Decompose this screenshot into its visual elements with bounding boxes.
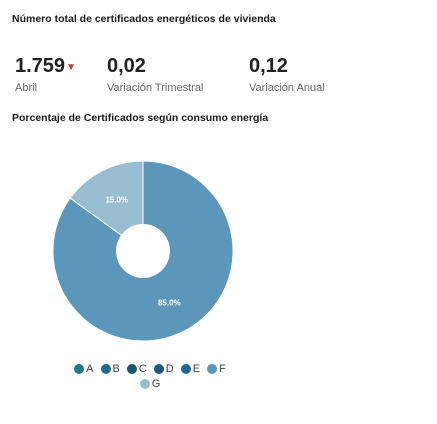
legend-item-c[interactable]: C — [126, 362, 147, 375]
pie-chart-title: Porcentaje de Certificados según consumo… — [12, 112, 269, 124]
kpi-label: Variación Anual — [249, 82, 325, 94]
donut-hole — [116, 224, 170, 278]
legend-label: B — [112, 362, 120, 375]
legend-swatch — [74, 363, 85, 374]
legend-label: C — [138, 362, 147, 375]
legend-item-a[interactable]: A — [74, 362, 94, 375]
kpi-label: Variación Trimestral — [107, 82, 204, 94]
legend-label: G — [151, 377, 161, 390]
legend-item-d[interactable]: D — [153, 362, 174, 375]
kpi-variacion-anual: 0,12 Variación Anual — [249, 55, 325, 95]
legend-item-g[interactable]: G — [139, 377, 161, 390]
legend-swatch — [100, 363, 111, 374]
chart-legend: A B C D E F G — [40, 361, 260, 391]
kpi-value-text: 1.759 — [15, 55, 66, 77]
legend-swatch — [139, 378, 150, 389]
legend-label: A — [86, 362, 94, 375]
kpi-variacion-trimestral: 0,02 Variación Trimestral — [107, 55, 203, 95]
slice-data-label: 85.0% — [158, 299, 181, 308]
kpi-value: 0,02 — [107, 55, 146, 77]
chart-title: Número total de certificados energéticos… — [12, 13, 276, 25]
kpi-value: 1.759▼ — [15, 55, 76, 77]
legend-item-e[interactable]: E — [180, 362, 201, 375]
kpi-abril: 1.759▼ Abril — [15, 55, 76, 95]
legend-swatch — [207, 363, 218, 374]
legend-row: G — [40, 376, 260, 391]
legend-label: E — [192, 362, 201, 375]
legend-row: A B C D E F — [40, 361, 260, 376]
donut-chart: 15.0% 85.0% — [52, 160, 234, 342]
down-caret-icon: ▼ — [66, 62, 76, 73]
slice-data-label: 15.0% — [105, 195, 128, 204]
legend-item-b[interactable]: B — [100, 362, 120, 375]
legend-swatch — [126, 363, 137, 374]
legend-label: D — [165, 362, 174, 375]
legend-item-f[interactable]: F — [207, 363, 226, 375]
legend-label: F — [219, 362, 226, 375]
legend-swatch — [180, 363, 191, 374]
kpi-label: Abril — [15, 82, 38, 94]
kpi-value: 0,12 — [249, 55, 288, 77]
legend-swatch — [153, 363, 164, 374]
pie-slice-g[interactable] — [69, 160, 144, 252]
